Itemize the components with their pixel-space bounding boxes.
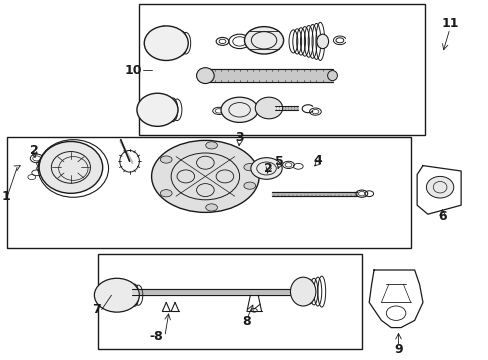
Ellipse shape [137, 93, 178, 126]
Ellipse shape [255, 97, 282, 119]
Ellipse shape [196, 68, 214, 84]
Bar [7, 137, 410, 248]
Ellipse shape [244, 163, 255, 171]
Text: 7: 7 [92, 303, 101, 316]
Bar [139, 4, 425, 135]
Ellipse shape [426, 176, 453, 198]
Text: 3: 3 [235, 131, 244, 144]
Ellipse shape [244, 182, 255, 189]
Ellipse shape [205, 204, 217, 211]
Bar [98, 254, 361, 349]
Text: 4: 4 [313, 154, 322, 167]
Ellipse shape [316, 34, 328, 49]
Text: -8: -8 [149, 330, 163, 343]
Ellipse shape [39, 141, 102, 193]
Text: 8: 8 [242, 315, 251, 328]
Text: 1: 1 [2, 190, 11, 203]
Ellipse shape [94, 278, 139, 312]
Ellipse shape [327, 71, 337, 81]
Ellipse shape [250, 158, 282, 179]
Ellipse shape [290, 277, 315, 306]
Ellipse shape [221, 97, 258, 122]
Text: 2: 2 [263, 162, 272, 175]
Text: 5: 5 [275, 155, 284, 168]
Text: 11: 11 [440, 17, 458, 30]
Text: 6: 6 [437, 210, 446, 222]
Ellipse shape [151, 140, 259, 212]
Ellipse shape [160, 156, 172, 163]
Ellipse shape [160, 190, 172, 197]
Ellipse shape [205, 142, 217, 149]
Ellipse shape [144, 26, 188, 60]
Ellipse shape [244, 27, 283, 54]
Text: 10: 10 [124, 64, 142, 77]
Text: 2: 2 [30, 144, 39, 157]
Text: 9: 9 [393, 343, 402, 356]
